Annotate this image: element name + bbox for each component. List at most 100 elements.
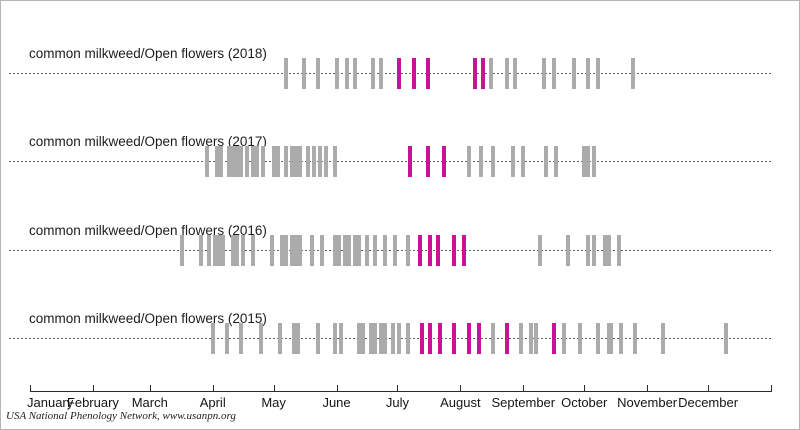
observation-tick-gray (383, 234, 388, 266)
month-boundary-tick (273, 385, 275, 391)
observation-tick-gray (391, 322, 396, 354)
observation-tick-gray (596, 58, 601, 89)
observation-tick-gray (251, 234, 256, 266)
observation-tick-magenta (411, 58, 416, 89)
month-boundary-tick (523, 385, 525, 391)
observation-tick-gray (332, 234, 337, 266)
month-boundary-tick (30, 385, 31, 391)
observation-tick-gray (231, 146, 235, 178)
observation-tick-gray (373, 234, 378, 266)
observation-tick-gray (293, 146, 298, 178)
observation-tick-gray (289, 234, 294, 266)
observation-tick-gray (602, 234, 607, 266)
month-label: July (385, 395, 410, 410)
observation-tick-gray (379, 58, 384, 89)
observation-tick-magenta (442, 146, 447, 178)
observation-tick-magenta (425, 58, 430, 89)
observation-tick-gray (293, 234, 298, 266)
observation-tick-gray (259, 322, 264, 354)
observation-tick-gray (519, 322, 524, 354)
month-boundary-tick (149, 385, 151, 391)
observation-tick-gray (371, 58, 376, 89)
observation-tick-gray (310, 234, 315, 266)
observation-tick-gray (291, 322, 296, 354)
observation-tick-gray (521, 146, 526, 178)
observation-tick-magenta (407, 146, 412, 178)
observation-tick-gray (298, 146, 302, 178)
observation-tick-gray (553, 146, 558, 178)
month-label: April (199, 395, 226, 410)
observation-tick-gray (478, 146, 483, 178)
observation-tick-gray (397, 322, 402, 354)
observation-tick-gray (338, 322, 343, 354)
observation-tick-gray (239, 322, 244, 354)
timeline-dotted-line (9, 249, 772, 251)
observation-tick-gray (312, 146, 317, 178)
observation-tick-gray (342, 234, 347, 266)
observation-tick-magenta (436, 234, 441, 266)
observation-tick-gray (511, 146, 516, 178)
observation-tick-gray (216, 234, 221, 266)
month-label: September (491, 395, 556, 410)
observation-tick-magenta (466, 322, 471, 354)
observation-tick-gray (630, 58, 635, 89)
timeline-dotted-line (9, 161, 772, 163)
month-label: March (131, 395, 168, 410)
observation-tick-magenta (480, 58, 485, 89)
observation-tick-magenta (425, 146, 430, 178)
observation-tick-gray (332, 146, 337, 178)
observation-tick-magenta (452, 322, 457, 354)
observation-tick-gray (541, 58, 546, 89)
observation-tick-gray (344, 58, 349, 89)
observation-tick-gray (198, 234, 203, 266)
observation-tick-gray (332, 322, 337, 354)
observation-tick-gray (352, 234, 357, 266)
month-label: January (27, 395, 74, 410)
row-label: common milkweed/Open flowers (2018) (29, 46, 267, 61)
observation-tick-gray (180, 234, 185, 266)
observation-tick-gray (513, 58, 518, 89)
month-label: August (440, 395, 481, 410)
observation-tick-gray (320, 234, 325, 266)
observation-tick-gray (356, 234, 361, 266)
observation-tick-magenta (476, 322, 481, 354)
observation-tick-gray (490, 322, 495, 354)
month-boundary-tick (92, 385, 94, 391)
observation-tick-magenta (427, 322, 432, 354)
observation-tick-gray (245, 146, 250, 178)
observation-tick-gray (214, 146, 219, 178)
observation-tick-gray (578, 322, 583, 354)
observation-tick-gray (316, 58, 321, 89)
observation-tick-gray (543, 146, 548, 178)
observation-tick-gray (298, 234, 302, 266)
observation-tick-gray (212, 234, 217, 266)
observation-tick-gray (379, 322, 384, 354)
observation-tick-gray (596, 322, 601, 354)
observation-tick-gray (283, 146, 288, 178)
month-label: June (322, 395, 351, 410)
observation-tick-gray (582, 146, 587, 178)
observation-tick-gray (241, 234, 246, 266)
observation-tick-gray (295, 322, 300, 354)
observation-tick-gray (632, 322, 637, 354)
month-boundary-tick (212, 385, 214, 391)
observation-tick-magenta (505, 322, 510, 354)
month-label: February (66, 395, 119, 410)
month-boundary-tick (336, 385, 338, 391)
observation-tick-gray (302, 58, 307, 89)
observation-tick-gray (606, 322, 611, 354)
observation-tick-gray (220, 234, 225, 266)
row-label: common milkweed/Open flowers (2016) (29, 222, 267, 238)
month-label: December (678, 395, 739, 410)
observation-tick-magenta (397, 58, 402, 89)
row-label: common milkweed/Open flowers (2015) (29, 310, 267, 326)
observation-tick-gray (606, 234, 611, 266)
row-label: common milkweed/Open flowers (2017) (29, 134, 267, 150)
observation-tick-gray (251, 146, 256, 178)
observation-tick-gray (346, 234, 351, 266)
attribution-text: USA National Phenology Network, www.usan… (6, 410, 236, 422)
month-label: October (561, 395, 608, 410)
timeline-dotted-line (9, 73, 772, 74)
observation-tick-gray (533, 322, 538, 354)
observation-tick-gray (586, 58, 591, 89)
